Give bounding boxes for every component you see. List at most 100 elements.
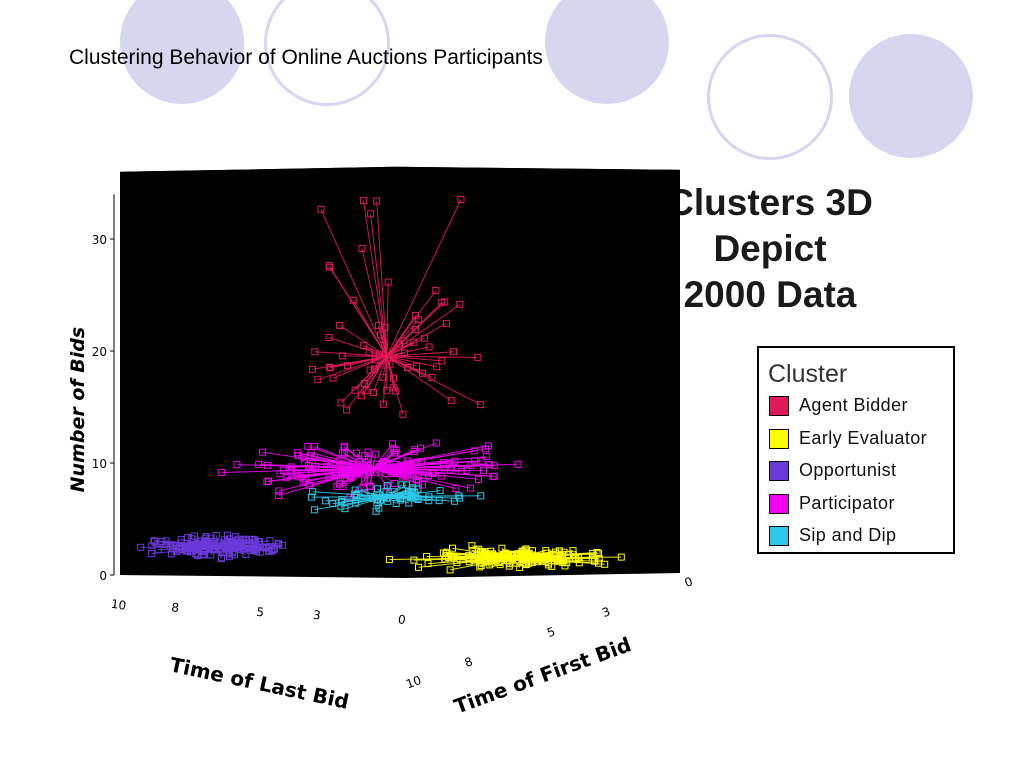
cluster-centroid [384,494,390,500]
data-point [346,470,354,478]
side-title-line: Clusters 3D [667,182,873,223]
data-point [326,263,334,271]
data-point [429,469,437,477]
spike-line [372,468,457,489]
plot-box [120,166,680,579]
data-point [438,299,446,307]
data-point [233,461,241,469]
data-point [251,537,259,545]
spike-line [312,491,388,498]
data-point [148,542,156,550]
spike-line [372,449,415,469]
legend-label: Opportunist [799,460,897,480]
spike-line [339,325,388,357]
series-sip-and-dip [307,481,485,515]
spike-line [218,546,234,554]
data-point [408,492,415,500]
data-point [442,319,450,327]
data-point [433,363,441,371]
data-point [425,343,433,351]
spike-line [386,355,478,358]
data-point [450,554,458,562]
data-point [382,458,390,466]
data-point [480,467,487,475]
spike-line [386,351,454,357]
decorative-circle [120,0,244,104]
data-point [449,544,456,552]
data-point [351,386,359,394]
data-point [255,460,263,468]
spike-line [386,290,437,357]
spike-line [344,453,374,469]
data-point [482,453,490,461]
data-point [595,550,603,558]
spike-line [329,267,388,357]
data-point [367,210,375,218]
data-point [525,559,533,567]
spike-line [301,468,374,478]
spike-line [386,355,442,362]
data-point [351,486,359,494]
data-point [325,334,333,341]
legend-swatch [769,396,789,416]
z-tick-label: 3 [600,604,612,620]
data-point [269,546,277,554]
data-point [432,286,440,294]
z-tick-label: 0 [683,574,695,590]
data-point [595,555,603,563]
data-point [399,473,407,481]
data-point [414,315,422,323]
series-opportunist [137,531,287,562]
data-point [410,466,418,474]
spike-line [386,341,415,357]
data-point [410,446,418,454]
spike-line [372,463,519,469]
x-tick-label: 10 [110,597,127,613]
data-point [343,406,351,414]
spike-line [355,496,388,504]
data-point [337,502,345,510]
data-point [282,474,290,482]
spike-line [386,302,443,357]
side-title-line: 2000 Data [683,274,857,315]
legend-swatch [769,461,789,481]
x-axis-title: Time of Last Bid [168,652,351,713]
spike-line [372,443,393,469]
data-point [591,557,599,565]
data-point [317,205,325,213]
spike-line [372,468,395,484]
data-point [451,457,459,465]
data-point [242,550,250,558]
decorative-ring [707,34,833,160]
side-title: Clusters 3D Depict 2000 Data [590,180,950,318]
data-point [259,448,267,456]
legend-label: Participator [799,493,895,513]
data-point [468,542,476,550]
legend-label: Early Evaluator [799,428,928,448]
data-point [379,400,387,408]
spike-line [370,213,388,357]
data-point [147,550,155,558]
data-point [438,357,446,365]
data-point [474,353,482,361]
decorative-ring [264,0,390,106]
data-point [484,442,492,450]
legend-swatch [769,526,789,546]
side-title-line: Depict [713,228,827,269]
data-point [372,507,380,515]
data-point [311,348,319,356]
data-point [601,560,609,568]
data-point [476,401,484,409]
data-point [390,445,398,453]
spike-line [375,496,388,512]
data-point [168,550,176,558]
data-point [364,448,372,456]
data-point [358,245,366,252]
data-point [150,537,158,545]
data-point [279,466,287,474]
data-point [450,348,457,356]
data-point [322,497,330,505]
data-point [275,540,283,548]
spike-line [386,356,395,388]
data-point [268,547,276,555]
